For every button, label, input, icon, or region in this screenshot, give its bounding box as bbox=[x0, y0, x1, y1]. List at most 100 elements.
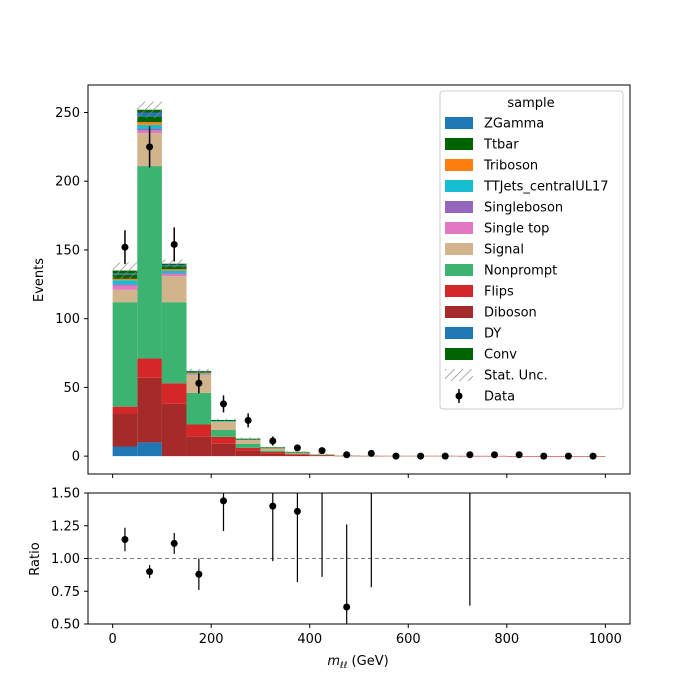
data-point bbox=[146, 143, 154, 151]
bar-signal bbox=[161, 276, 187, 303]
bar-flips bbox=[161, 383, 187, 404]
bar-nonprompt bbox=[137, 166, 162, 359]
main-panel: 0 50 100 150 200 250 Events sample ZGamma Ttba… bbox=[32, 84, 631, 478]
bar-signal bbox=[112, 289, 138, 303]
ratio-point bbox=[269, 502, 277, 510]
y-tick-label: 0 bbox=[72, 450, 80, 465]
data-point bbox=[195, 379, 203, 387]
stat-unc-band bbox=[137, 101, 162, 118]
stat-unc-band bbox=[112, 262, 138, 279]
ratio-x-ticks: 0 200 400 600 800 1000 bbox=[108, 624, 622, 647]
main-y-ticks: 0 50 100 150 200 250 bbox=[55, 106, 88, 465]
ratio-point bbox=[343, 603, 351, 611]
bar-diboson bbox=[285, 454, 310, 457]
legend-label: Singleboson bbox=[484, 201, 563, 216]
legend-swatch-signal bbox=[445, 243, 473, 255]
bar-diboson bbox=[309, 455, 335, 457]
bar-single-top bbox=[161, 274, 187, 277]
data-point bbox=[367, 449, 375, 457]
data-point bbox=[220, 400, 227, 408]
bar-nonprompt bbox=[235, 443, 261, 448]
data-point bbox=[540, 452, 548, 460]
ratio-y-tick-label: 1.00 bbox=[51, 552, 80, 567]
ratio-y-axis-title: Ratio bbox=[28, 542, 43, 575]
legend-label: Single top bbox=[484, 222, 549, 237]
legend-entries: ZGamma Ttbar Triboson TTJets_centralUL17 Sin… bbox=[445, 117, 609, 405]
bar-flips bbox=[112, 406, 138, 414]
stat-unc-band bbox=[260, 446, 286, 449]
bar-flips bbox=[235, 447, 261, 451]
legend-label: Signal bbox=[484, 243, 524, 258]
bar-nonprompt bbox=[285, 453, 310, 455]
main-plot-frame bbox=[87, 84, 631, 475]
main-bars bbox=[112, 109, 606, 457]
legend-label: Ttbar bbox=[483, 138, 519, 153]
legend-label: Conv bbox=[484, 348, 517, 363]
bar-diboson bbox=[211, 443, 236, 457]
legend-swatch-stat-unc bbox=[445, 369, 473, 381]
data-point bbox=[121, 243, 129, 251]
bar-ttbar bbox=[137, 116, 162, 123]
y-tick-label: 100 bbox=[55, 312, 80, 327]
legend-frame bbox=[439, 90, 624, 410]
bar-diboson bbox=[260, 453, 286, 457]
legend-label: Triboson bbox=[483, 159, 538, 174]
bar-singleboson bbox=[112, 284, 138, 286]
ratio-point bbox=[170, 539, 178, 547]
x-tick-label: 600 bbox=[396, 632, 421, 647]
data-point bbox=[244, 416, 252, 424]
legend-swatch-data bbox=[455, 392, 463, 400]
bar-ttjets-centralul17 bbox=[112, 280, 138, 285]
legend-swatch-diboson bbox=[445, 306, 473, 318]
stat-unc-band bbox=[186, 368, 212, 373]
legend-label: Data bbox=[484, 390, 515, 405]
bar-flips bbox=[260, 452, 286, 454]
data-point bbox=[392, 452, 400, 460]
ratio-y-tick-label: 1.25 bbox=[51, 519, 80, 534]
bar-triboson bbox=[112, 278, 138, 281]
ratio-point bbox=[146, 568, 154, 576]
x-axis-title: mℓℓ (GeV) bbox=[327, 654, 388, 671]
data-points bbox=[121, 126, 597, 460]
legend-title: sample bbox=[507, 96, 554, 111]
bar-nonprompt bbox=[211, 430, 236, 437]
ratio-y-tick-label: 0.75 bbox=[51, 585, 80, 600]
bar-signal bbox=[211, 421, 236, 431]
ratio-point bbox=[195, 570, 203, 578]
ratio-points bbox=[121, 493, 471, 624]
data-point bbox=[417, 452, 425, 460]
legend-label: ZGamma bbox=[484, 117, 544, 132]
ratio-y-tick-label: 0.50 bbox=[51, 618, 80, 633]
bar-ttjets-centralul17 bbox=[211, 421, 236, 422]
legend-label: TTJets_centralUL17 bbox=[483, 180, 609, 195]
legend-swatch-single-top bbox=[445, 222, 473, 234]
bar-nonprompt bbox=[112, 302, 138, 407]
stat-unc-band bbox=[309, 453, 335, 455]
bar-signal bbox=[235, 439, 261, 444]
legend-label: Diboson bbox=[484, 306, 537, 321]
legend: sample ZGamma Ttbar Triboson TTJets_central… bbox=[439, 90, 624, 410]
y-tick-label: 50 bbox=[63, 381, 80, 396]
bar-ttjets-centralul17 bbox=[161, 270, 187, 274]
bar-diboson bbox=[235, 450, 261, 457]
bar-dy bbox=[112, 446, 138, 457]
y-tick-label: 150 bbox=[55, 243, 80, 258]
bar-diboson bbox=[161, 403, 187, 457]
bar-flips bbox=[211, 436, 236, 444]
x-tick-label: 200 bbox=[199, 632, 224, 647]
legend-swatch-dy bbox=[445, 327, 473, 339]
bar-singleboson bbox=[161, 273, 187, 275]
ratio-panel: 0.50 0.75 1.00 1.25 1.50 0 200 400 600 800 1000 R… bbox=[28, 487, 631, 671]
data-point bbox=[491, 451, 498, 459]
data-point bbox=[589, 452, 597, 460]
stat-unc-band bbox=[161, 259, 187, 268]
bar-flips bbox=[137, 358, 162, 378]
legend-swatch-conv bbox=[445, 348, 473, 360]
legend-swatch-nonprompt bbox=[445, 264, 473, 276]
bar-nonprompt bbox=[186, 392, 212, 425]
ratio-y-ticks: 0.50 0.75 1.00 1.25 1.50 bbox=[51, 487, 88, 633]
x-tick-label: 800 bbox=[494, 632, 519, 647]
legend-swatch-flips bbox=[445, 285, 473, 297]
x-tick-label: 1000 bbox=[589, 632, 622, 647]
x-tick-label: 400 bbox=[297, 632, 322, 647]
